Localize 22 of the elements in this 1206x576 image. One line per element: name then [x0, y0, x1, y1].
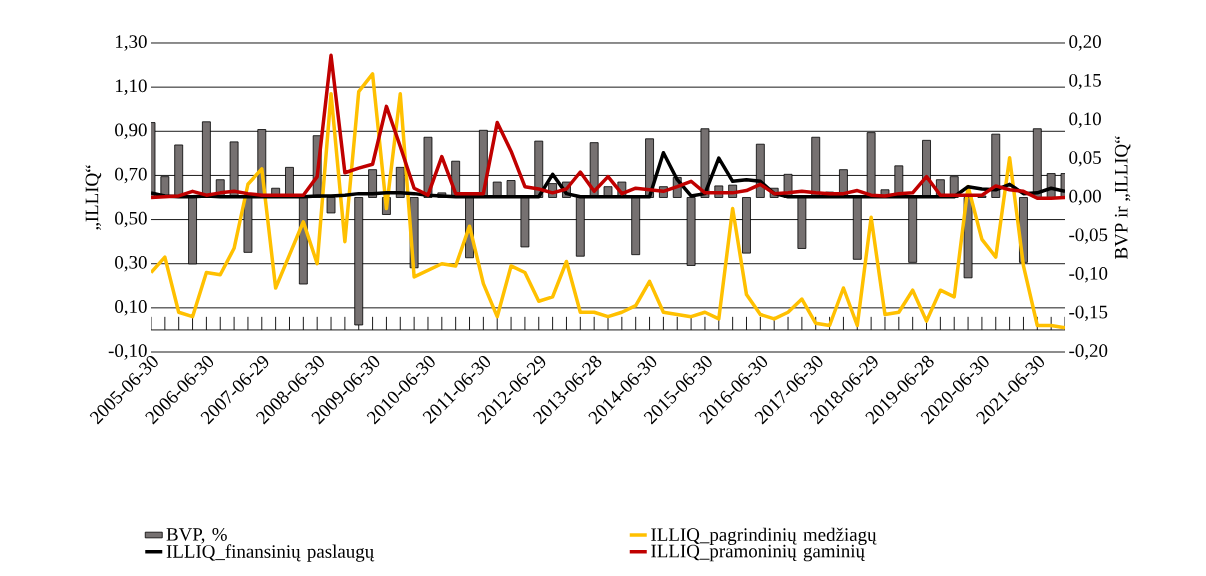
legend-label: BVP, %	[166, 527, 227, 544]
y2-tick-label: 0,00	[1069, 189, 1101, 206]
y2-tick-label: 0,10	[1069, 112, 1101, 128]
y-tick-label: 0,50	[115, 211, 147, 228]
y2-tick-label: 0,05	[1069, 151, 1101, 167]
legend-label: ILLIQ_pagrindinių medžiagų	[651, 527, 877, 545]
y-axis-title: „ILLIQ“	[85, 165, 102, 230]
y2-tick-label: -0,20	[1069, 344, 1108, 360]
y-tick-label: 0,10	[115, 300, 147, 316]
y2-tick-label: -0,05	[1069, 228, 1108, 244]
y2-tick-label: 0,15	[1069, 73, 1101, 90]
y2-axis-title: BVP ir „ILLIQ“	[1114, 136, 1131, 259]
y2-tick-label: -0,10	[1069, 267, 1108, 283]
y-tick-label: 0,30	[115, 255, 147, 272]
y2-tick-label: -0,15	[1069, 305, 1108, 322]
y-tick-label: 0,90	[115, 123, 147, 140]
legend-label: ILLIQ_finansinių paslaugų	[166, 544, 375, 562]
y2-tick-label: 0,20	[1069, 35, 1101, 51]
y-tick-label: 1,30	[116, 35, 147, 51]
y-tick-label: 1,10	[116, 79, 147, 95]
y-tick-label: 0,70	[115, 167, 147, 184]
legend-label: ILLIQ_pramoninių gaminių	[651, 544, 866, 562]
